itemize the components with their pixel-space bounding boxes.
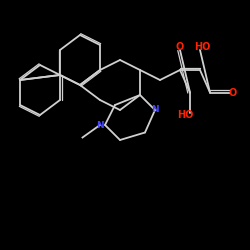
Text: O: O <box>176 42 184 52</box>
Text: N: N <box>96 120 104 130</box>
Text: HO: HO <box>177 110 193 120</box>
Text: N: N <box>151 106 159 114</box>
Text: HO: HO <box>194 42 211 52</box>
Text: O: O <box>228 88 236 98</box>
